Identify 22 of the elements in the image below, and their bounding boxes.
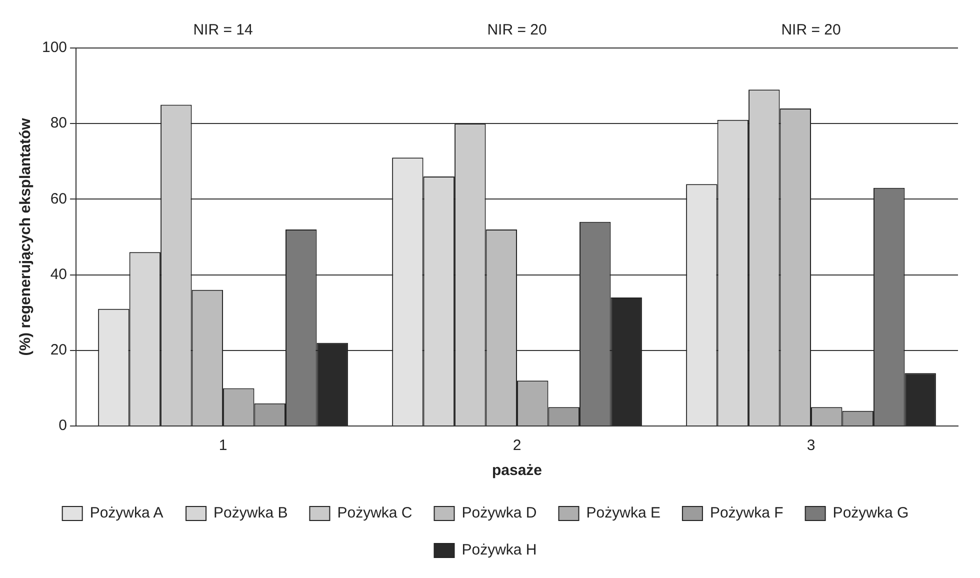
y-tick-label: 20	[50, 342, 68, 359]
legend-label: Pożywka H	[462, 542, 537, 559]
x-tick-label: 3	[806, 437, 816, 454]
y-tick-label: 80	[50, 114, 68, 132]
y-tick-label: 40	[50, 266, 68, 283]
text: NIR = 14	[193, 22, 253, 39]
legend-label: Pożywka G	[832, 504, 909, 522]
legend-label: Pożywka F	[710, 504, 784, 522]
legend-label: Pożywka A	[90, 504, 164, 522]
text: NIR = 20	[781, 22, 841, 39]
legend-label: Pożywka D	[462, 504, 537, 522]
x-tick-label: 2	[512, 437, 522, 454]
x-tick-label: 1	[218, 437, 228, 454]
y-tick-label: 0	[58, 417, 68, 434]
y-tick-label: 100	[42, 39, 68, 56]
legend-label: Pożywka C	[337, 504, 412, 522]
y-axis-title: (%) regenerujących eksplantatów	[17, 118, 34, 356]
y-tick-label: 60	[50, 190, 68, 208]
legend-label: Pożywka B	[214, 504, 288, 522]
x-axis-title: pasaże	[492, 462, 542, 480]
text: NIR = 20	[487, 22, 547, 39]
legend-label: Pożywka E	[586, 504, 660, 522]
